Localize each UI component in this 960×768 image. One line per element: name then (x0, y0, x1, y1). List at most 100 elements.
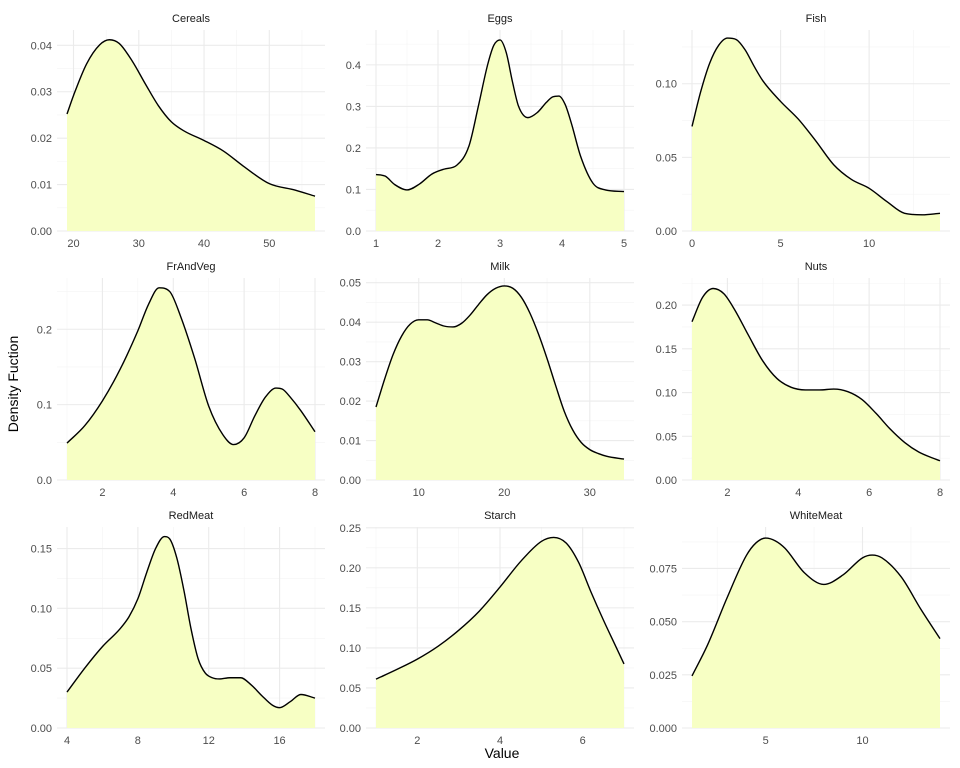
y-tick-label: 0.3 (346, 101, 361, 113)
x-tick-label: 2 (724, 487, 730, 499)
x-tick-label: 5 (621, 238, 627, 250)
x-tick-label: 8 (312, 487, 318, 499)
y-tick-label: 0.00 (31, 723, 52, 735)
x-tick-label: 5 (763, 735, 769, 747)
panel-eggs: Eggs 1 2 3 4 5 0.0 0.1 0.2 0.3 0.4 (346, 13, 634, 250)
density-area-nuts (692, 288, 940, 480)
x-tick-label: 6 (580, 735, 586, 747)
x-tick-label: 3 (497, 238, 503, 250)
y-tick-label: 0.10 (656, 388, 677, 400)
y-tick-label: 0.15 (340, 603, 361, 615)
y-axis-title: Density Fuction (5, 336, 21, 432)
panel-frandveg: FrAndVeg 2 4 6 8 0.0 0.1 0.2 (37, 261, 325, 499)
y-tick-label: 0.25 (340, 523, 361, 535)
density-line-starch (375, 536, 625, 680)
x-tick-label: 2 (414, 735, 420, 747)
facet-title-nuts: Nuts (805, 261, 828, 273)
x-tick-label: 50 (263, 238, 275, 250)
panel-whitemeat: WhiteMeat 5 10 0.000 0.025 0.050 0.075 (649, 510, 950, 747)
facet-title-milk: Milk (490, 261, 510, 273)
x-tick-label: 8 (135, 735, 141, 747)
x-tick-label: 8 (937, 487, 943, 499)
density-area-starch (376, 537, 624, 728)
density-line-milk (375, 285, 625, 460)
panel-milk: Milk 10 20 30 0.00 0.01 0.02 0.03 0.04 0.05 (340, 261, 634, 499)
y-tick-label: 0.02 (340, 396, 361, 408)
y-tick-label: 0.10 (656, 79, 677, 91)
density-line-fish (691, 37, 941, 216)
y-tick-label: 0.0 (346, 226, 361, 238)
density-line-cereals (66, 39, 316, 197)
y-tick-label: 0.00 (340, 723, 361, 735)
density-line-whitemeat (691, 537, 941, 677)
density-area-fish (692, 38, 940, 231)
density-area-milk (376, 285, 624, 480)
panel-cereals: Cereals 20 30 40 50 0.00 0.01 0.02 0.03 0.04 (31, 13, 325, 250)
y-tick-label: 0.20 (656, 300, 677, 312)
panel-fish: Fish 0 5 10 0.00 0.05 0.10 (656, 13, 950, 250)
x-tick-label: 10 (413, 487, 425, 499)
x-tick-label: 30 (133, 238, 145, 250)
y-tick-label: 0.05 (656, 152, 677, 164)
panel-redmeat: RedMeat 4 8 12 16 0.00 0.05 0.10 0.15 (31, 510, 325, 747)
y-tick-label: 0.2 (37, 324, 52, 336)
y-tick-label: 0.20 (340, 563, 361, 575)
x-tick-label: 40 (198, 238, 210, 250)
density-area-frandveg (67, 287, 315, 480)
facet-title-whitemeat: WhiteMeat (790, 510, 843, 522)
facet-title-frandveg: FrAndVeg (167, 261, 216, 273)
y-tick-label: 0.02 (31, 133, 52, 145)
x-tick-label: 0 (689, 238, 695, 250)
y-tick-label: 0.05 (656, 431, 677, 443)
density-area-whitemeat (692, 538, 940, 728)
y-tick-label: 0.10 (340, 643, 361, 655)
facet-title-cereals: Cereals (172, 13, 210, 25)
y-tick-label: 0.05 (340, 683, 361, 695)
y-tick-label: 0.075 (649, 563, 677, 575)
y-tick-label: 0.00 (656, 475, 677, 487)
y-tick-label: 0.1 (37, 400, 52, 412)
y-tick-label: 0.00 (340, 475, 361, 487)
y-tick-label: 0.01 (31, 180, 52, 192)
y-tick-label: 0.000 (649, 723, 677, 735)
x-tick-label: 2 (99, 487, 105, 499)
y-tick-label: 0.01 (340, 436, 361, 448)
x-tick-label: 5 (778, 238, 784, 250)
y-tick-label: 0.04 (340, 317, 361, 329)
density-line-eggs (375, 39, 625, 193)
x-tick-label: 30 (584, 487, 596, 499)
density-line-frandveg (66, 287, 316, 446)
y-tick-label: 0.00 (31, 226, 52, 238)
x-tick-label: 6 (241, 487, 247, 499)
y-tick-label: 0.03 (340, 357, 361, 369)
y-tick-label: 0.04 (31, 40, 52, 52)
density-area-cereals (67, 39, 315, 231)
facet-title-eggs: Eggs (487, 13, 513, 25)
y-tick-label: 0.15 (656, 344, 677, 356)
y-tick-label: 0.03 (31, 87, 52, 99)
x-tick-label: 10 (863, 238, 875, 250)
x-tick-label: 6 (866, 487, 872, 499)
density-line-redmeat (66, 535, 316, 709)
facet-title-starch: Starch (484, 510, 516, 522)
x-tick-label: 12 (203, 735, 215, 747)
x-tick-label: 4 (559, 238, 565, 250)
y-tick-label: 0.1 (346, 184, 361, 196)
x-tick-label: 4 (64, 735, 70, 747)
facet-title-fish: Fish (806, 13, 827, 25)
y-tick-label: 0.025 (649, 670, 677, 682)
panel-nuts: Nuts 2 4 6 8 0.00 0.05 0.10 0.15 0.20 (656, 261, 950, 499)
facet-title-redmeat: RedMeat (169, 510, 214, 522)
y-tick-label: 0.05 (340, 278, 361, 290)
x-tick-label: 4 (170, 487, 176, 499)
y-tick-label: 0.10 (31, 603, 52, 615)
y-tick-label: 0.050 (649, 617, 677, 629)
y-tick-label: 0.4 (346, 60, 361, 72)
x-tick-label: 4 (497, 735, 503, 747)
x-tick-label: 2 (435, 238, 441, 250)
density-area-eggs (376, 39, 624, 231)
y-tick-label: 0.00 (656, 226, 677, 238)
